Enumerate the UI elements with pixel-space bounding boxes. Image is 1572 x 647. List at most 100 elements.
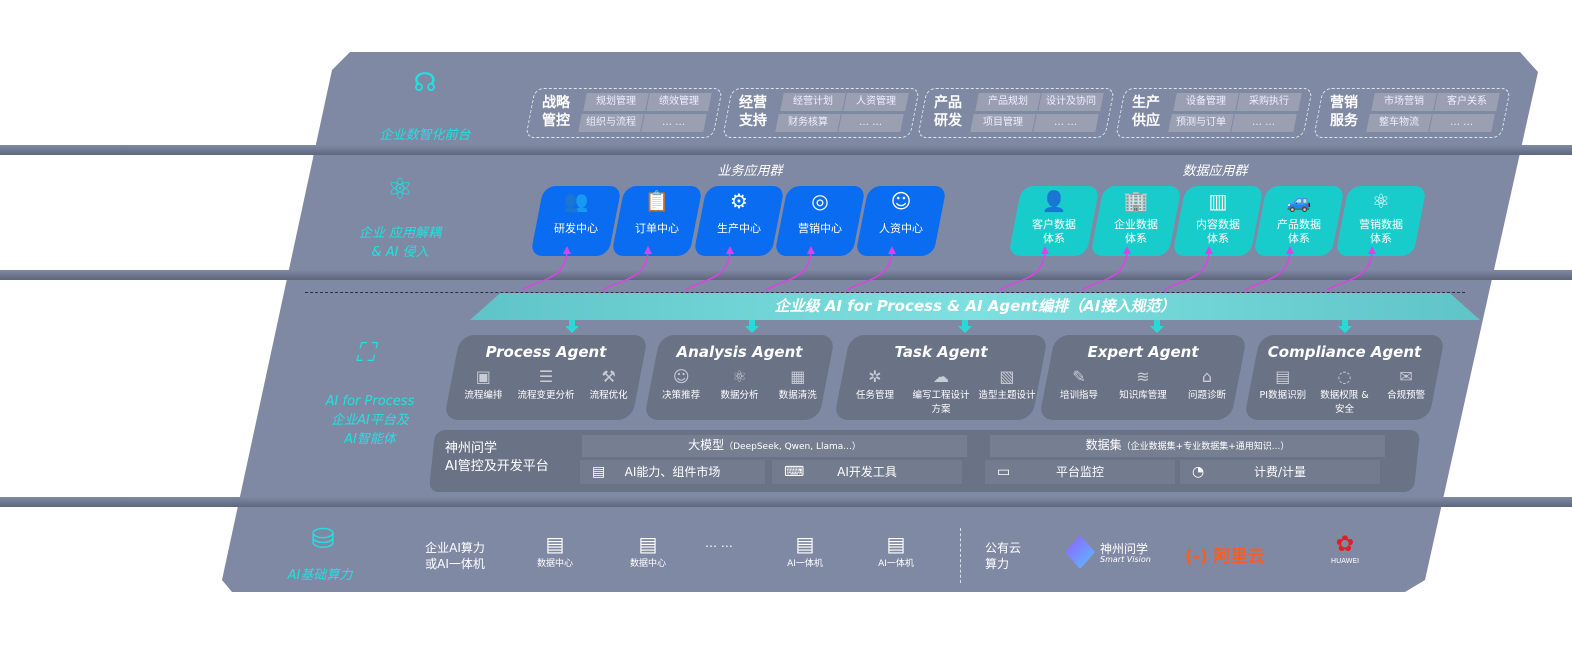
- down-arrow-icon: [565, 320, 579, 333]
- arrow-connector: [846, 249, 893, 291]
- server-icon: ▤: [886, 532, 906, 556]
- arrow-connector: [684, 249, 731, 291]
- arrow-connector: [602, 249, 649, 291]
- agent-capability: ☰ 流程变更分析: [515, 367, 577, 401]
- dataset-note: （企业数据集+专业数据集+通用知识...）: [1121, 442, 1290, 452]
- frontend-group: 经营支持 经营计划 人资管理 财务核算… …: [722, 88, 920, 138]
- down-arrow-icon: [1338, 320, 1352, 333]
- platform-item-devtool[interactable]: ⌨ AI开发工具: [772, 460, 962, 484]
- business-app-tile[interactable]: ◎ 营销中心: [774, 186, 866, 256]
- platform-item-billing[interactable]: ◔ 计费/计量: [1180, 460, 1380, 484]
- building-icon: 🏢: [1123, 189, 1149, 213]
- group-title: 产品研发: [934, 95, 962, 129]
- down-arrow-icon: [745, 320, 759, 333]
- agent-capability: ▣ 流程编排: [452, 367, 514, 401]
- layer-label-frontend: 企业数智化前台: [379, 128, 471, 143]
- data-app-tile[interactable]: ▥ 内容数据 体系: [1172, 186, 1264, 256]
- item-label: 平台监控: [1055, 465, 1104, 479]
- agent-capability: ▦ 数据清洗: [769, 367, 827, 401]
- down-arrow-icon: [1150, 320, 1164, 333]
- server-ai-appliance-2: ▤ AI一体机: [866, 532, 926, 569]
- frontend-group: 产品研发 产品规划 设计及协同 项目管理… …: [917, 88, 1115, 138]
- group-title: 营销服务: [1330, 95, 1358, 129]
- agent-card[interactable]: Compliance Agent ▤ PI数据识别 ◌ 数据权限 & 安全 ✉ 合规预警: [1243, 335, 1446, 420]
- vendor-aliyun: 阿里云: [1213, 547, 1265, 567]
- agent-capability: ⚒ 流程优化: [578, 367, 640, 401]
- monitor-icon: ▭: [997, 464, 1011, 480]
- agent-card[interactable]: Task Agent ✲ 任务管理 ☁ 编写工程设计方案 ▧ 造型主题设计: [833, 335, 1049, 420]
- layer-label-compute: AI基础算力: [287, 568, 353, 583]
- business-group-title: 业务应用群: [717, 164, 783, 179]
- dashed-divider: [305, 292, 1465, 293]
- data-app-tile[interactable]: 👤 客户数据 体系: [1008, 186, 1100, 256]
- dataset-bar: 数据集（企业数据集+专业数据集+通用知识...）: [990, 435, 1385, 457]
- business-app-tile[interactable]: ⚙ 生产中心: [693, 186, 785, 256]
- capability-icon: ≋: [1136, 367, 1150, 386]
- capability-icon: ☁: [932, 367, 949, 386]
- item-label: AI开发工具: [837, 465, 897, 479]
- agent-capability: ✲ 任务管理: [842, 367, 907, 415]
- data-app-tile[interactable]: 🏢 企业数据 体系: [1090, 186, 1182, 256]
- target-icon: ◎: [811, 189, 829, 213]
- arrowhead: [1041, 246, 1049, 254]
- car-icon: 🚙: [1286, 189, 1312, 213]
- molecule-icon: ⚛: [386, 172, 414, 207]
- arrowhead: [563, 246, 571, 254]
- capability-icon: ▦: [790, 367, 806, 386]
- frontend-group: 营销服务 市场营销 客户关系 整车物流… …: [1313, 88, 1511, 138]
- arrow-connector: [1081, 249, 1128, 291]
- capability-icon: ✎: [1072, 367, 1086, 386]
- group-title: 生产供应: [1132, 95, 1160, 129]
- arrow-connector: [999, 249, 1046, 291]
- business-app-tile[interactable]: 👥 研发中心: [530, 186, 622, 256]
- data-app-tile[interactable]: 🚙 产品数据 体系: [1253, 186, 1345, 256]
- agent-capability: ☺ 决策推荐: [652, 367, 710, 401]
- capability-icon: ▤: [1275, 367, 1291, 386]
- group-title: 战略管控: [542, 95, 570, 129]
- item-label: 计费/计量: [1253, 465, 1307, 479]
- face-scan-icon: ⛶: [355, 338, 375, 368]
- dataset-title: 数据集: [1085, 438, 1122, 452]
- banner-text: 企业级 AI for Process & AI Agent编排（AI接入规范）: [774, 297, 1176, 315]
- arrowhead: [807, 246, 815, 254]
- huawei-logo: ✿ HUAWEI: [1325, 534, 1365, 566]
- arrowhead: [1368, 246, 1376, 254]
- market-icon: ▤: [592, 464, 606, 480]
- business-app-tile[interactable]: ☺ 人资中心: [855, 186, 947, 256]
- platform-item-market[interactable]: ▤ AI能力、组件市场: [580, 460, 765, 484]
- agent-title: Compliance Agent: [1267, 343, 1422, 361]
- agent-title: Process Agent: [485, 343, 607, 361]
- vendor-smart-vision-sub: Smart Vision: [1100, 555, 1151, 564]
- model-title: 大模型: [688, 438, 725, 452]
- agent-card[interactable]: Process Agent ▣ 流程编排 ☰ 流程变更分析 ⚒ 流程优化: [443, 335, 649, 420]
- vendor-smart-vision: 神州问学: [1100, 542, 1149, 556]
- compute-divider: [960, 528, 961, 583]
- business-app-tile[interactable]: 📋 订单中心: [611, 186, 703, 256]
- agent-card[interactable]: Expert Agent ✎ 培训指导 ≋ 知识库管理 ⌂ 问题诊断: [1038, 335, 1248, 420]
- agent-capability: ✎ 培训指导: [1047, 367, 1110, 401]
- agent-capability: ≋ 知识库管理: [1111, 367, 1174, 401]
- model-bar: 大模型（DeepSeek, Qwen, Llama...）: [582, 435, 967, 457]
- capability-icon: ✲: [868, 367, 882, 386]
- users-icon: 👥: [563, 189, 589, 213]
- arrow-connector: [521, 249, 568, 291]
- server-datacenter-2: ▤ 数据中心: [618, 532, 678, 569]
- capability-icon: ⚒: [601, 367, 616, 386]
- ellipsis: … …: [705, 536, 733, 550]
- arrowhead: [1123, 246, 1131, 254]
- layer-divider: [0, 497, 1572, 507]
- layer-divider: [0, 270, 1572, 280]
- capability-icon: ⚛: [732, 367, 747, 386]
- agent-card[interactable]: Analysis Agent ☺ 决策推荐 ⚛ 数据分析 ▦ 数据清洗: [643, 335, 836, 420]
- layer-divider: [0, 145, 1572, 155]
- clipboard-icon: 📋: [644, 189, 670, 213]
- server-icon: ▤: [795, 532, 815, 556]
- capability-icon: ⌂: [1201, 367, 1213, 386]
- agent-title: Analysis Agent: [676, 343, 803, 361]
- person-icon: ☺: [890, 189, 912, 213]
- platform-item-monitor[interactable]: ▭ 平台监控: [985, 460, 1175, 484]
- data-app-tile[interactable]: ⚛ 营销数据 体系: [1335, 186, 1427, 256]
- arrowhead: [1205, 246, 1213, 254]
- server-icon: ▤: [638, 532, 658, 556]
